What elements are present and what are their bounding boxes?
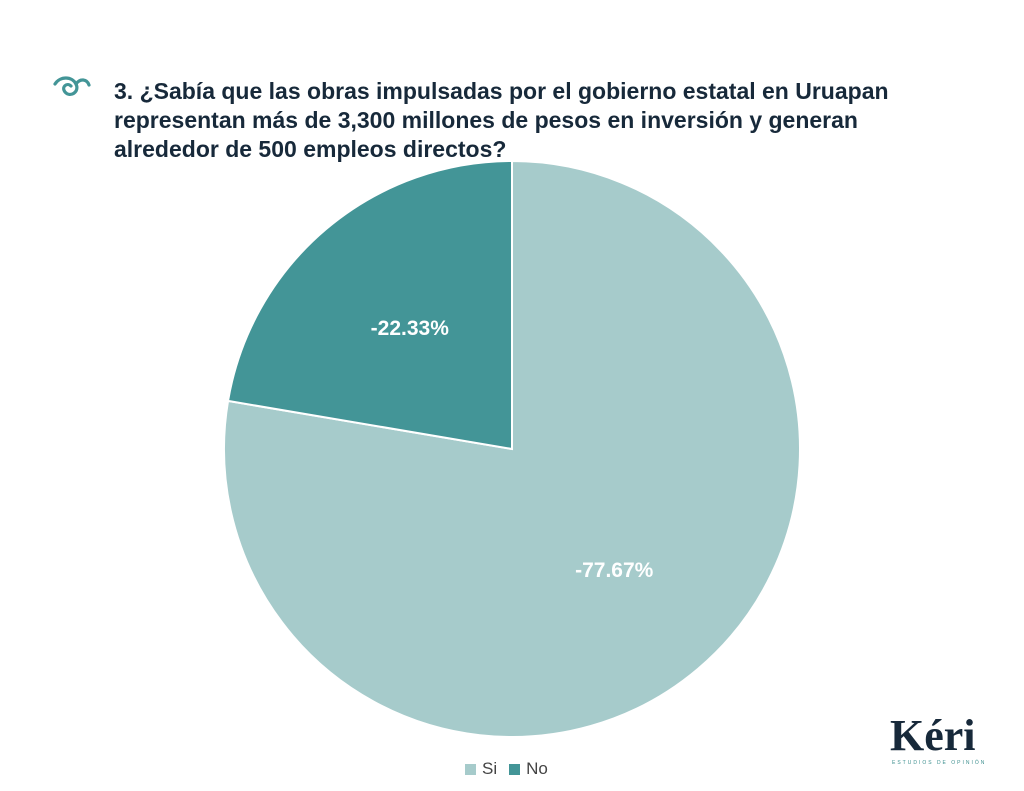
- legend-item-si: Si: [465, 759, 497, 779]
- logo-word: Kéri: [890, 712, 976, 760]
- pie-slice-no: [226, 159, 513, 451]
- keri-logo: Kéri ESTUDIOS DE OPINIÓN: [890, 712, 986, 766]
- logo-tagline: ESTUDIOS DE OPINIÓN: [892, 759, 986, 766]
- legend-label-si: Si: [482, 759, 498, 778]
- spiral-icon: [53, 76, 91, 97]
- legend-label-no: No: [526, 759, 548, 778]
- legend-item-no: No: [509, 759, 548, 779]
- legend-swatch-no: [509, 763, 521, 775]
- pie-slices: [223, 159, 801, 738]
- legend-swatch-si: [465, 763, 476, 775]
- pie-label-si: -77.67%: [575, 559, 654, 582]
- pie-labels: -77.67% -22.33%: [371, 317, 654, 582]
- pie-label-no: -22.33%: [371, 317, 450, 340]
- legend: Si No: [465, 759, 548, 779]
- chart-title: 3. ¿Sabía que las obras impulsadas por e…: [114, 78, 889, 162]
